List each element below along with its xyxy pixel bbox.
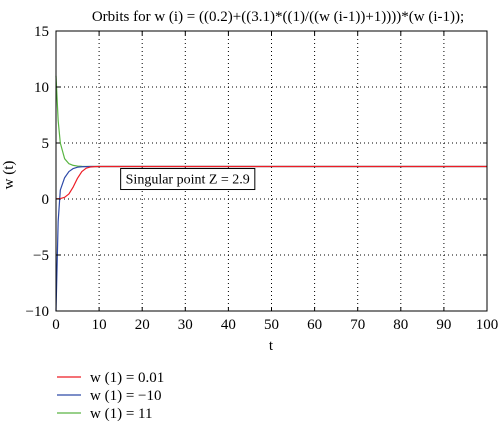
tick-layer: 0 10 20 30 40 50 60 70 80 90 100 −10 −5 0 5 10 15 <box>26 24 499 333</box>
x-tick-label: 90 <box>436 317 451 333</box>
legend-label: w (1) = 0.01 <box>90 370 164 386</box>
y-tick-label: 5 <box>42 136 50 152</box>
y-tick-label: −10 <box>26 304 49 320</box>
x-axis-label: t <box>269 338 274 354</box>
y-tick-label: 15 <box>34 24 49 40</box>
x-tick-label: 80 <box>393 317 408 333</box>
x-tick-label: 100 <box>476 317 499 333</box>
x-tick-label: 0 <box>52 317 60 333</box>
annotation-group: Singular point Z = 2.9 <box>120 168 256 191</box>
legend-label: w (1) = 11 <box>90 406 152 422</box>
series-line <box>55 75 487 168</box>
x-tick-label: 70 <box>350 317 365 333</box>
annotation-box <box>120 168 256 191</box>
x-tick-label: 30 <box>178 317 193 333</box>
x-tick-label: 50 <box>264 317 279 333</box>
y-tick-label: −5 <box>33 248 49 264</box>
x-tick-label: 60 <box>307 317 322 333</box>
y-tick-label: 0 <box>42 192 50 208</box>
legend: w (1) = 0.01 w (1) = −10 w (1) = 11 <box>57 370 164 422</box>
chart-title: Orbits for w (i) = ((0.2)+((3.1)*((1)/((… <box>92 9 464 25</box>
x-tick-label: 40 <box>221 317 236 333</box>
x-tick-label: 20 <box>135 317 150 333</box>
annotation-text: Singular point Z = 2.9 <box>126 173 250 188</box>
legend-label: w (1) = −10 <box>90 388 162 404</box>
y-tick-label: 10 <box>34 80 49 96</box>
x-tick-label: 10 <box>92 317 107 333</box>
series-line <box>55 165 487 200</box>
series-layer <box>55 75 487 312</box>
y-axis-label: w (t) <box>1 161 17 190</box>
